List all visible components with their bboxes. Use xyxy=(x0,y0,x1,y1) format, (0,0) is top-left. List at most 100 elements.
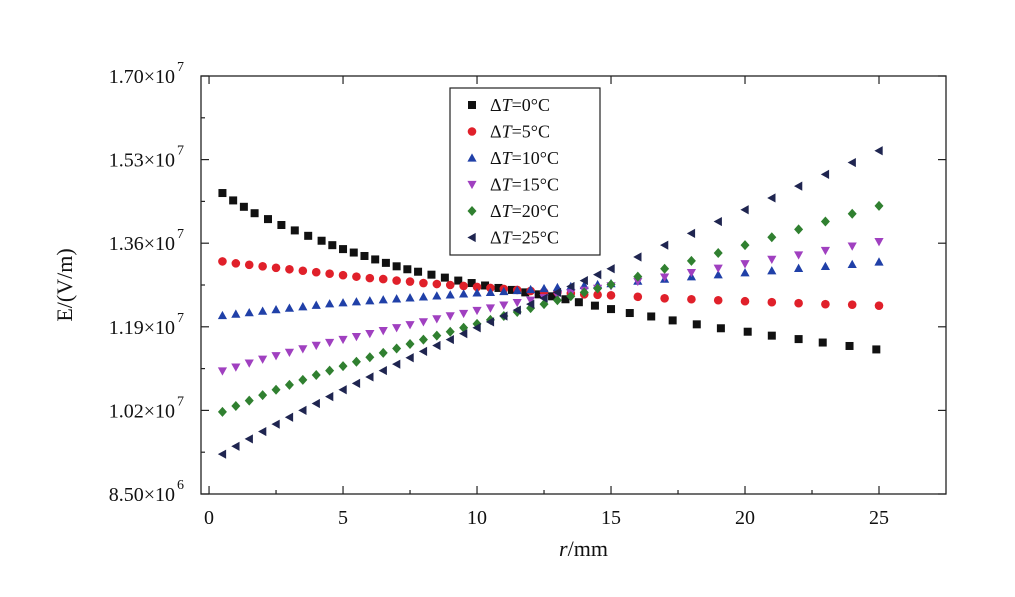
data-point xyxy=(258,390,268,401)
data-point xyxy=(499,286,509,296)
y-axis-label: E/(V/m) xyxy=(52,248,77,321)
series-2 xyxy=(217,257,884,320)
series-0 xyxy=(218,189,881,354)
data-point xyxy=(686,269,697,278)
data-point xyxy=(328,241,337,250)
y-tick-label: 1.53×10 xyxy=(109,150,175,172)
y-tick-exponent: 7 xyxy=(177,144,184,159)
data-point xyxy=(692,320,701,329)
data-point xyxy=(440,273,449,282)
data-point xyxy=(231,363,241,372)
data-point xyxy=(872,345,881,354)
legend-var: T xyxy=(502,228,514,248)
data-point xyxy=(325,299,335,308)
data-point xyxy=(365,273,375,283)
data-point xyxy=(606,279,616,290)
data-point xyxy=(360,251,369,260)
data-point xyxy=(713,216,722,227)
data-point xyxy=(271,384,281,395)
data-point xyxy=(325,392,334,402)
data-point xyxy=(284,412,294,422)
legend-var: T xyxy=(502,148,514,168)
data-point xyxy=(258,355,268,364)
legend-marker xyxy=(467,153,477,162)
series-1 xyxy=(218,257,884,310)
x-axis-label: r/mm xyxy=(559,536,608,561)
data-point xyxy=(298,302,308,311)
data-point xyxy=(539,293,548,303)
data-point xyxy=(847,157,856,168)
legend-var: T xyxy=(502,201,514,221)
data-point xyxy=(231,309,241,318)
data-point xyxy=(794,298,803,308)
data-point xyxy=(349,248,358,257)
data-point xyxy=(847,208,857,219)
y-tick-label: 1.02×10 xyxy=(109,400,175,422)
data-point xyxy=(767,297,777,307)
data-point xyxy=(607,305,616,314)
y-tick-exponent: 7 xyxy=(177,311,184,326)
data-point xyxy=(304,231,313,240)
legend-delta: Δ xyxy=(490,95,502,115)
data-point xyxy=(325,269,334,278)
legend-value: =5°C xyxy=(512,122,550,142)
data-point xyxy=(392,262,401,271)
data-point xyxy=(485,287,496,297)
data-point xyxy=(767,232,777,243)
data-point xyxy=(481,281,490,290)
data-point xyxy=(298,374,308,385)
legend-delta: Δ xyxy=(490,201,502,221)
legend-var: T xyxy=(502,122,514,142)
data-point xyxy=(432,315,442,324)
data-point xyxy=(418,292,429,301)
x-axis-label-var: r xyxy=(559,536,568,561)
data-point xyxy=(284,303,295,312)
data-point xyxy=(378,274,388,284)
data-point xyxy=(820,261,831,270)
data-point xyxy=(351,332,362,342)
data-point xyxy=(521,288,530,297)
legend-label: ΔT=15°C xyxy=(490,175,559,195)
data-point xyxy=(285,264,294,274)
data-point xyxy=(405,293,415,302)
data-point xyxy=(445,334,454,345)
data-point xyxy=(351,356,361,367)
data-point xyxy=(271,263,281,273)
data-point xyxy=(499,301,509,310)
data-point xyxy=(647,312,656,321)
legend-marker xyxy=(467,127,477,136)
legend-box xyxy=(449,87,601,256)
data-point xyxy=(512,305,521,315)
data-point xyxy=(392,343,402,354)
data-point xyxy=(606,291,616,300)
data-point xyxy=(459,329,468,339)
data-point xyxy=(847,300,857,309)
legend: ΔT=0°CΔT=5°CΔT=10°CΔT=15°CΔT=20°CΔT=25°C xyxy=(449,87,601,256)
data-point xyxy=(472,306,482,316)
data-point xyxy=(459,281,468,291)
data-point xyxy=(351,297,362,306)
data-point xyxy=(606,264,615,274)
data-point xyxy=(229,196,238,205)
data-point xyxy=(794,224,804,235)
data-point xyxy=(311,369,321,380)
data-point xyxy=(338,270,348,280)
data-point xyxy=(593,283,603,294)
data-point xyxy=(566,291,576,302)
data-point xyxy=(526,296,536,305)
data-point xyxy=(467,279,476,288)
data-point xyxy=(767,331,776,340)
data-point xyxy=(579,275,588,286)
data-point xyxy=(794,335,803,344)
data-point xyxy=(244,260,254,270)
data-point xyxy=(271,304,281,314)
data-point xyxy=(392,324,402,333)
data-point xyxy=(847,259,857,269)
data-point xyxy=(271,352,281,361)
legend-delta: Δ xyxy=(490,228,502,248)
data-point xyxy=(218,257,227,266)
data-point xyxy=(494,283,503,292)
data-point xyxy=(874,257,884,266)
y-tick-label: 1.36×10 xyxy=(109,233,175,255)
data-point xyxy=(668,316,677,325)
